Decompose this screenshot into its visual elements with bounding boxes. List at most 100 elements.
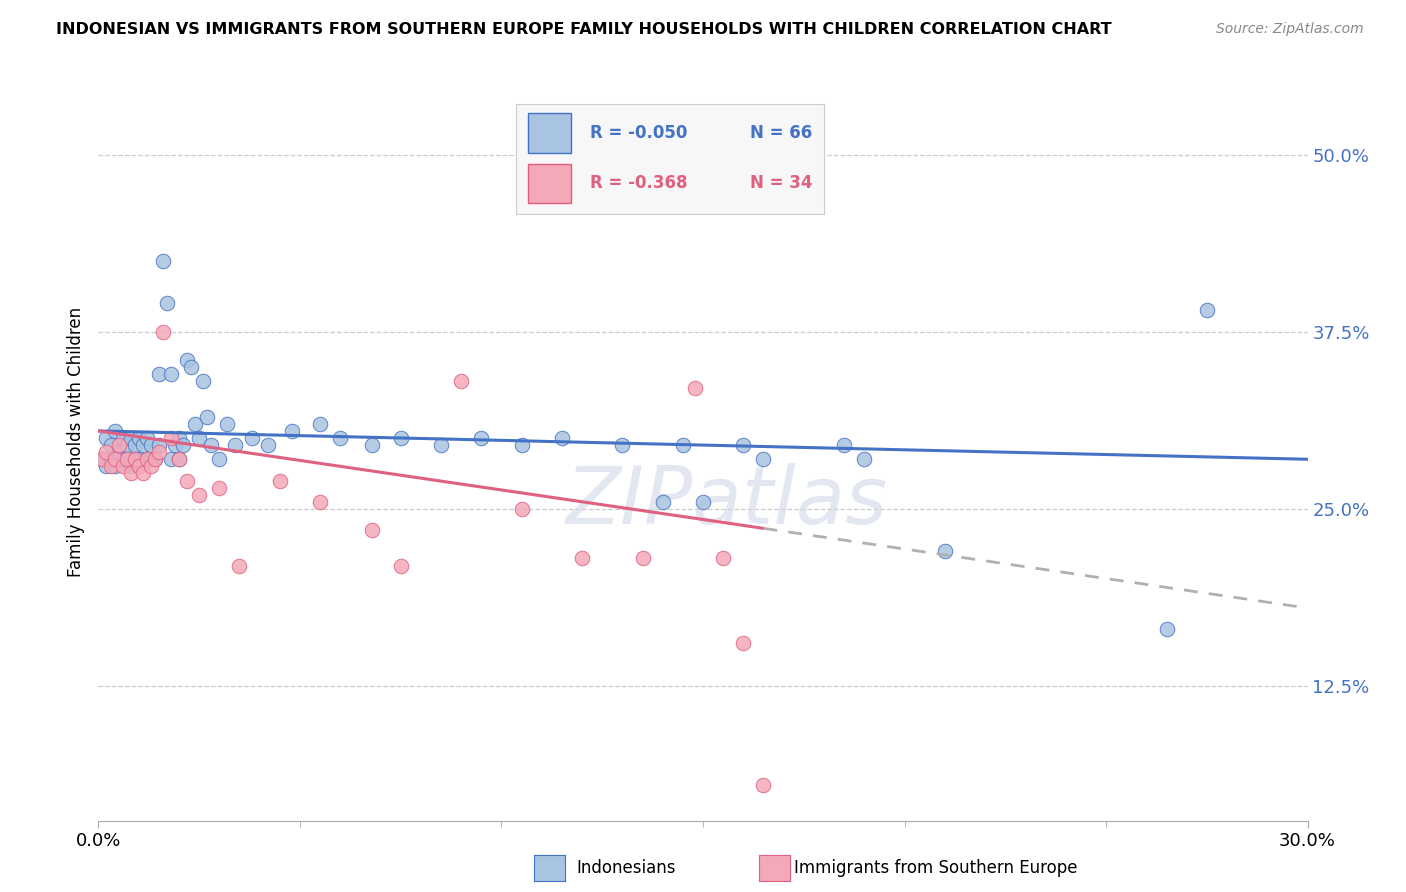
Point xyxy=(389,431,412,445)
Point xyxy=(510,438,533,452)
Point xyxy=(651,495,673,509)
Point xyxy=(111,452,134,467)
Point xyxy=(135,431,157,445)
Point xyxy=(752,778,775,792)
Point xyxy=(188,488,211,502)
Point xyxy=(148,445,170,459)
Point xyxy=(683,381,706,395)
Point xyxy=(120,467,142,481)
Point xyxy=(672,438,695,452)
Point xyxy=(100,438,122,452)
Point xyxy=(551,431,574,445)
Point xyxy=(91,452,114,467)
Point xyxy=(139,459,162,474)
Point xyxy=(107,438,129,452)
Point xyxy=(139,452,162,467)
Point xyxy=(135,452,157,467)
Point xyxy=(571,551,593,566)
Point xyxy=(224,438,246,452)
Point xyxy=(107,445,129,459)
Point xyxy=(510,501,533,516)
Point xyxy=(100,459,122,474)
Point xyxy=(450,374,472,388)
Point xyxy=(96,431,118,445)
Point xyxy=(163,438,186,452)
Point xyxy=(143,452,166,467)
Point xyxy=(389,558,412,573)
Point xyxy=(256,438,278,452)
Point xyxy=(752,452,775,467)
Point xyxy=(733,438,755,452)
Point xyxy=(167,452,190,467)
Point xyxy=(148,438,170,452)
Text: ZIPatlas: ZIPatlas xyxy=(567,463,889,541)
Text: Source: ZipAtlas.com: Source: ZipAtlas.com xyxy=(1216,22,1364,37)
Point xyxy=(96,445,118,459)
Point xyxy=(100,452,122,467)
Point xyxy=(361,438,384,452)
Point xyxy=(733,636,755,650)
Point xyxy=(470,431,492,445)
Point xyxy=(193,374,215,388)
Point xyxy=(103,459,125,474)
Y-axis label: Family Households with Children: Family Households with Children xyxy=(66,307,84,576)
Point xyxy=(120,459,142,474)
Point xyxy=(115,452,138,467)
Point xyxy=(132,467,155,481)
Point xyxy=(128,452,150,467)
Point xyxy=(692,495,714,509)
Point xyxy=(934,544,956,558)
Point xyxy=(96,459,118,474)
Point xyxy=(361,523,384,537)
Point xyxy=(160,368,183,382)
Point xyxy=(115,438,138,452)
Point xyxy=(281,424,304,438)
Text: Indonesians: Indonesians xyxy=(576,859,676,877)
Point xyxy=(180,360,202,375)
Point xyxy=(184,417,207,431)
Point xyxy=(711,551,734,566)
Point xyxy=(103,452,125,467)
Point xyxy=(172,438,194,452)
Point xyxy=(176,474,198,488)
Point xyxy=(430,438,453,452)
Point xyxy=(111,459,134,474)
Point xyxy=(91,452,114,467)
Point xyxy=(124,452,146,467)
Point xyxy=(176,353,198,368)
Point xyxy=(612,438,634,452)
Point xyxy=(217,417,239,431)
Point xyxy=(135,452,157,467)
Point xyxy=(115,452,138,467)
Point xyxy=(1195,303,1218,318)
Point xyxy=(160,431,183,445)
Point xyxy=(148,368,170,382)
Point xyxy=(269,474,291,488)
Point xyxy=(120,431,142,445)
Point xyxy=(160,452,183,467)
Point xyxy=(152,253,174,268)
Point xyxy=(309,495,332,509)
Point xyxy=(228,558,250,573)
Point xyxy=(143,452,166,467)
Point xyxy=(631,551,654,566)
Point xyxy=(832,438,855,452)
Text: Immigrants from Southern Europe: Immigrants from Southern Europe xyxy=(794,859,1078,877)
Point xyxy=(103,424,125,438)
Point xyxy=(240,431,263,445)
Point xyxy=(188,431,211,445)
Point xyxy=(124,438,146,452)
Point xyxy=(128,431,150,445)
Point xyxy=(208,481,231,495)
Point xyxy=(152,325,174,339)
Point xyxy=(853,452,876,467)
Point xyxy=(167,431,190,445)
Point xyxy=(329,431,352,445)
Text: INDONESIAN VS IMMIGRANTS FROM SOUTHERN EUROPE FAMILY HOUSEHOLDS WITH CHILDREN CO: INDONESIAN VS IMMIGRANTS FROM SOUTHERN E… xyxy=(56,22,1112,37)
Point xyxy=(111,431,134,445)
Point xyxy=(139,438,162,452)
Point xyxy=(208,452,231,467)
Point xyxy=(132,438,155,452)
Point xyxy=(167,452,190,467)
Point xyxy=(195,409,218,424)
